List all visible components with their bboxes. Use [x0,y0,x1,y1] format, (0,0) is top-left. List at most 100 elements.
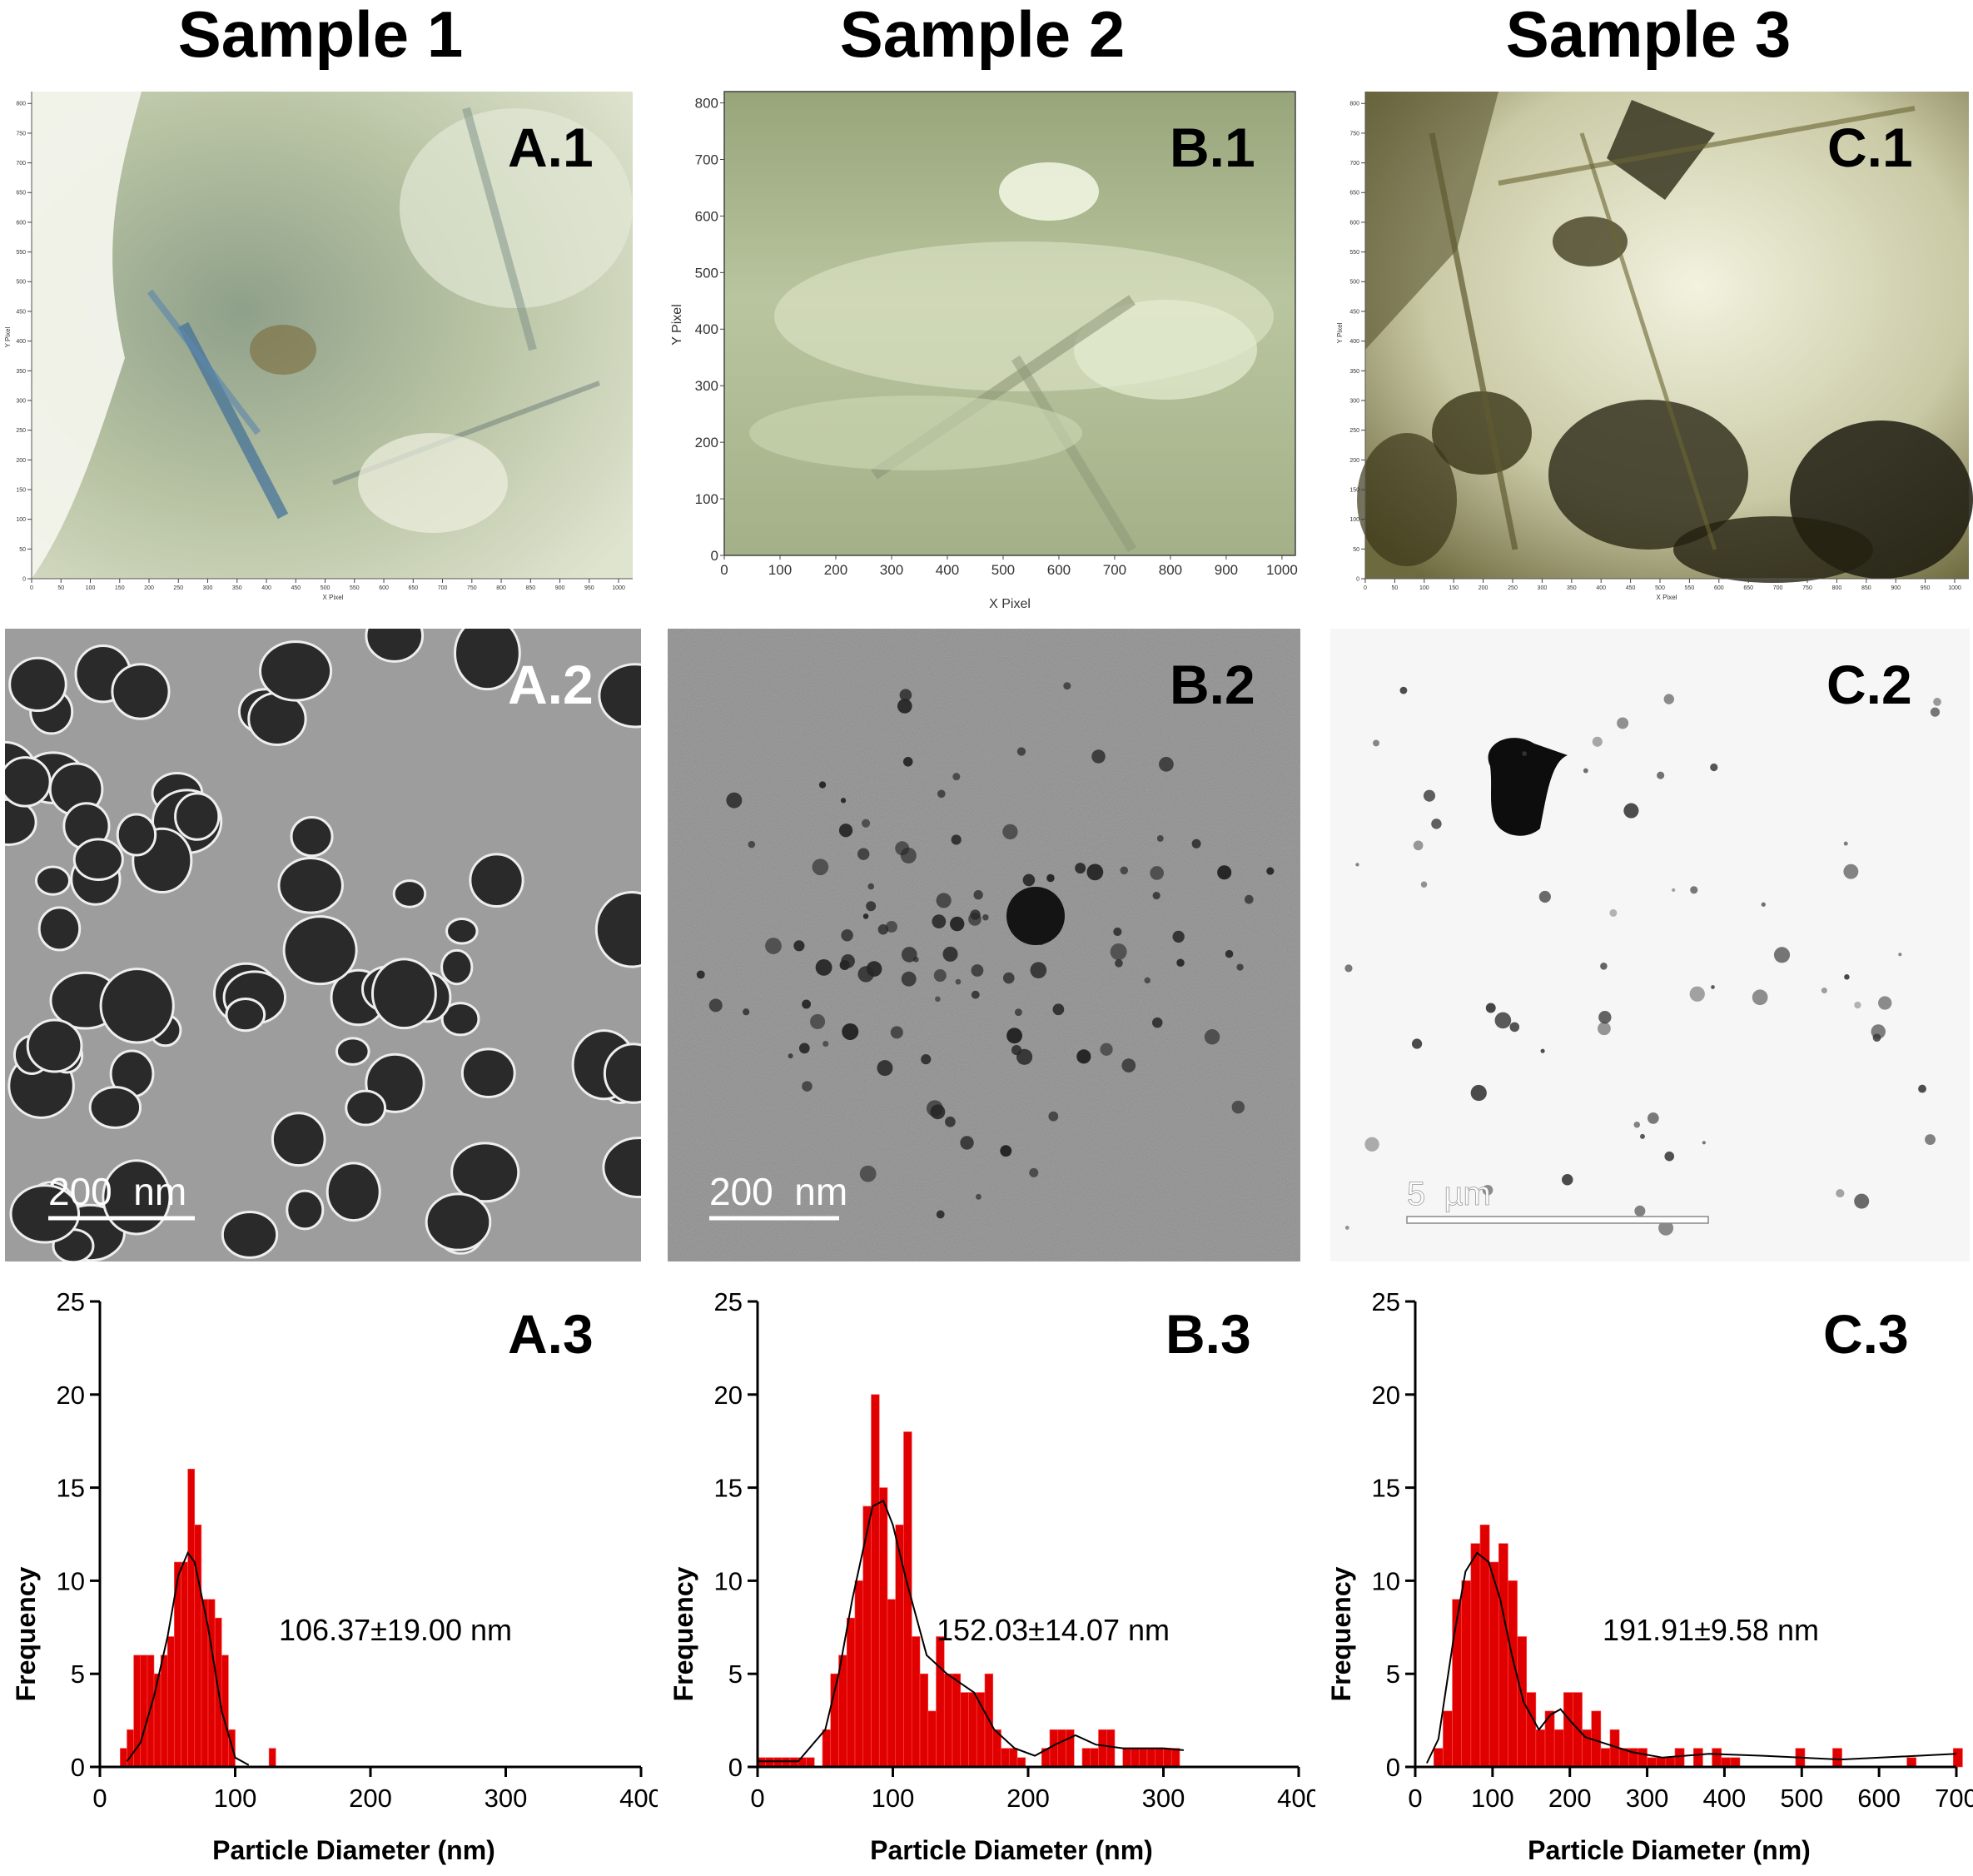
histogram-bar [960,1692,969,1768]
nanoparticle [822,1041,829,1047]
nanoparticle [1773,947,1791,963]
panel-label: B.3 [1165,1303,1251,1365]
x-tick-label: 400 [261,585,271,591]
y-tick-label: 5 [71,1660,85,1689]
x-tick-label: 300 [1142,1784,1185,1813]
x-tick-label: 850 [1861,585,1871,591]
nanoparticle [933,968,947,983]
nanoparticle [976,1193,982,1200]
y-tick-label: 100 [16,517,26,523]
large-aggregate-c2 [1488,738,1568,836]
nanoparticle [1120,866,1129,875]
x-tick-label: 600 [1714,585,1724,591]
x-tick-label: 200 [824,562,847,578]
nanoparticle [1821,988,1827,994]
x-tick-label: 1000 [1266,562,1298,578]
histogram-bar [943,1673,953,1768]
histogram-bar [1692,1748,1703,1768]
y-tick-label: 400 [695,321,718,337]
nanoparticle [815,958,832,976]
x-tick-label: 450 [291,585,301,591]
nanoparticle [1217,865,1232,880]
x-tick-label: 400 [1277,1784,1315,1813]
nanoparticle [1509,1022,1520,1033]
x-tick-label: 950 [1921,585,1931,591]
y-tick-label: 0 [728,1753,743,1782]
nanoparticle [895,841,910,856]
tem-image-b2: 200 nm B.2 [668,629,1300,1261]
x-tick-label: 50 [57,585,64,591]
nanoparticle [282,915,358,986]
histogram-bar [160,1655,168,1768]
y-tick-label: 650 [1349,191,1359,197]
y-tick-label: 100 [1349,517,1359,523]
histogram-bar [1906,1757,1917,1768]
x-tick-label: 500 [321,585,330,591]
y-tick-label: 700 [16,161,26,167]
x-tick-label: 750 [1802,585,1812,591]
y-tick-label: 25 [714,1287,743,1316]
histogram-bar [1443,1710,1453,1768]
histogram-bar [919,1673,929,1768]
nanoparticle [277,857,344,914]
y-tick-label: 500 [16,280,26,286]
x-axis-label: Particle Diameter (nm) [212,1835,495,1865]
nanoparticle [1600,963,1608,970]
x-tick-label: 0 [30,585,33,591]
nanoparticle [1702,1141,1706,1145]
nanoparticle [1689,986,1705,1002]
nanoparticle [1075,863,1086,874]
y-tick-label: 15 [1372,1474,1400,1503]
nanoparticle [708,998,723,1013]
histogram-bar [140,1655,148,1768]
nanoparticle [952,773,961,781]
y-tick-label: 200 [16,458,26,464]
x-tick-label: 100 [1419,585,1429,591]
nanoparticle [971,964,984,977]
x-tick-label: 850 [525,585,535,591]
histogram-bar [268,1748,276,1768]
x-tick-label: 800 [496,585,506,591]
nanoparticle [460,1047,516,1098]
nanoparticle [841,929,853,942]
nanoparticle [1152,891,1160,900]
y-ticks-a1: 0 50 100 150 200 250 300 350 400 450 500 550 600 650 7… [16,102,32,582]
y-tick-label: 5 [1386,1660,1400,1689]
nanoparticle [1583,768,1588,774]
nanoparticle [1898,953,1902,957]
histogram-bar [1057,1729,1066,1768]
optical-micrograph-a1: 0 50 100 150 200 250 300 350 400 450 500 550 600 650 7… [0,83,641,608]
nanoparticles-b2 [696,682,1275,1219]
nanoparticle [1423,789,1436,802]
panel-label: A.3 [508,1303,594,1365]
y-tick-label: 750 [1349,131,1359,137]
histogram-svg-c3: 0 5 10 15 20 25 0 100 200 300 400 500 600 700 Particle… [1326,1287,1973,1865]
x-axis-label-b1: X Pixel [989,597,1031,611]
mean-size-annotation: 152.03±14.07 nm [937,1613,1170,1647]
x-tick-label: 1000 [612,585,625,591]
x-tick-label: 700 [1935,1784,1973,1813]
tem-image-c2: 5 µm C.2 [1330,629,1970,1261]
nanoparticle [1933,698,1941,706]
histogram-bar [1656,1757,1667,1768]
nanoparticle [445,918,479,945]
y-tick-label: 5 [728,1660,743,1689]
x-tick-label: 0 [92,1784,107,1813]
histogram-bar [1155,1748,1164,1768]
nanoparticle [1633,1121,1641,1128]
nanoparticle [857,848,870,860]
histogram-bar [1526,1692,1537,1768]
nanoparticle [1204,1029,1220,1045]
nanoparticle [1494,1012,1512,1029]
panel-label: C.3 [1823,1303,1909,1365]
nanoparticle [902,757,913,767]
nanoparticle [1918,1084,1926,1093]
x-tick-label: 50 [1392,585,1399,591]
y-tick-label: 25 [1372,1287,1400,1316]
histogram-bar [806,1757,815,1768]
nanoparticle [1191,838,1201,848]
nanoparticle [1000,1145,1012,1157]
y-tick-label: 800 [16,102,26,107]
histogram-bar [1517,1636,1528,1768]
y-axis-label: Frequency [11,1566,41,1701]
